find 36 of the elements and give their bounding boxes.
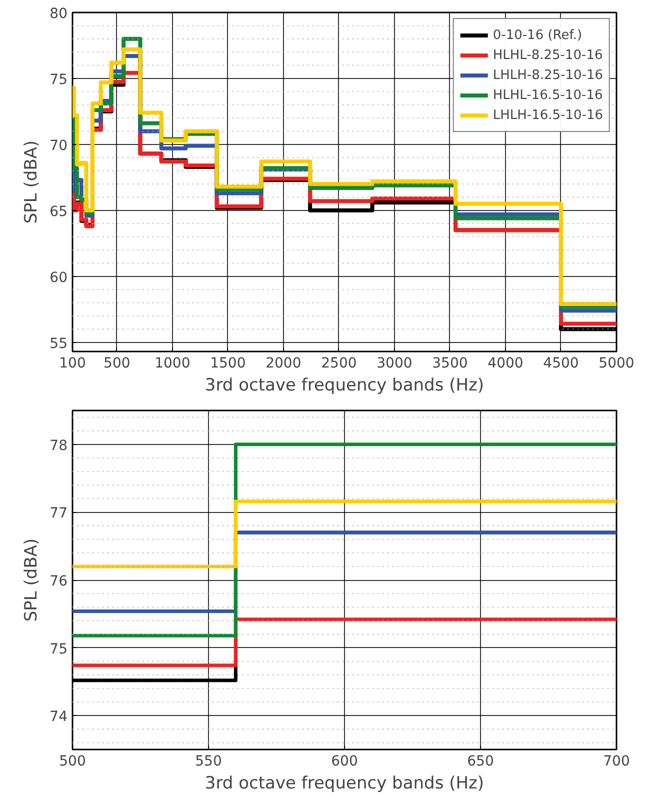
x-tick-label: 2000 — [266, 356, 302, 372]
y-tick-label: 77 — [50, 506, 68, 522]
x-tick-label: 5000 — [598, 356, 634, 372]
x-tick-label: 650 — [467, 754, 494, 770]
x-tick-label: 1000 — [154, 356, 190, 372]
y-tick-label: 80 — [50, 6, 68, 22]
x-tick-label: 100 — [59, 356, 86, 372]
y-tick-label: 55 — [50, 336, 68, 352]
x-tick-label: 500 — [104, 356, 130, 372]
y-tick-label: 76 — [50, 574, 68, 590]
legend-label: HLHL-16.5-10-16 — [492, 88, 603, 102]
x-tick-label: 3500 — [432, 356, 468, 372]
x-tick-label: 500 — [59, 754, 86, 770]
y-tick-label: 75 — [50, 72, 68, 88]
y-tick-label: 74 — [50, 709, 68, 726]
legend-label: HLHL-8.25-10-16 — [492, 48, 603, 62]
legend-label: 0-10-16 (Ref.) — [492, 28, 582, 42]
y-tick-label: 60 — [50, 270, 68, 286]
x-axis-title: 3rd octave frequency bands (Hz) — [204, 376, 484, 396]
y-axis-title: SPL (dBA) — [22, 538, 42, 622]
y-tick-label: 65 — [50, 204, 68, 220]
y-tick-label: 70 — [50, 138, 68, 154]
y-tick-label: 78 — [50, 438, 68, 454]
x-tick-label: 550 — [195, 754, 222, 770]
legend-label: LHLH-16.5-10-16 — [492, 108, 603, 122]
x-tick-label: 600 — [331, 754, 358, 770]
legend-label: LHLH-8.25-10-16 — [492, 68, 603, 82]
x-tick-label: 2500 — [321, 356, 357, 372]
x-tick-label: 4000 — [488, 356, 524, 372]
y-tick-label: 75 — [50, 641, 68, 658]
x-tick-label: 4500 — [543, 356, 579, 372]
x-tick-label: 700 — [603, 754, 630, 770]
x-tick-label: 3000 — [376, 356, 412, 372]
x-tick-label: 1500 — [210, 356, 246, 372]
x-axis-title: 3rd octave frequency bands (Hz) — [204, 774, 484, 794]
y-axis-title: SPL (dBA) — [22, 140, 42, 224]
